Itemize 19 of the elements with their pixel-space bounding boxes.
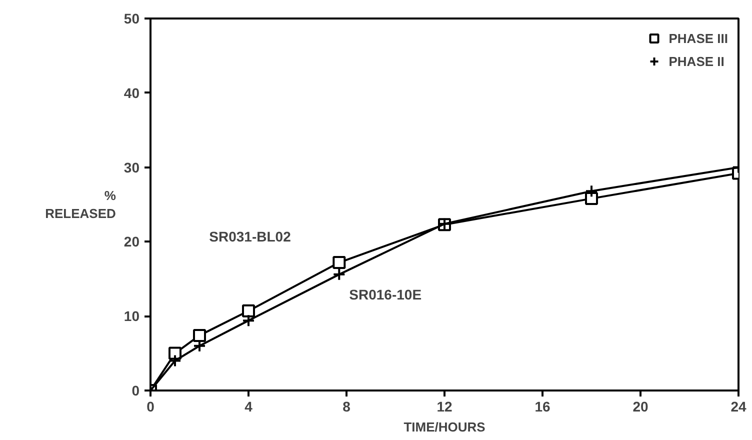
y-tick-label: 20 bbox=[124, 234, 140, 250]
legend-label: PHASE III bbox=[668, 30, 728, 46]
annotation: SR016-10E bbox=[349, 286, 422, 302]
annotation: SR031-BL02 bbox=[209, 228, 292, 245]
x-tick-label: 4 bbox=[244, 398, 253, 414]
x-tick-label: 12 bbox=[436, 398, 452, 414]
y-tick-label: 30 bbox=[124, 159, 140, 176]
y-tick-label: 40 bbox=[124, 84, 140, 101]
legend-label: PHASE II bbox=[668, 54, 724, 68]
y-tick-label: 50 bbox=[124, 10, 140, 26]
x-tick-label: 24 bbox=[730, 398, 746, 414]
x-tick-label: 20 bbox=[632, 398, 648, 414]
x-tick-label: 0 bbox=[146, 398, 155, 414]
x-axis-title: TIME/HOURS bbox=[404, 420, 486, 434]
y-axis-title: % RELEASED bbox=[45, 188, 116, 221]
y-tick-label: 10 bbox=[124, 308, 140, 324]
x-tick-label: 8 bbox=[342, 398, 351, 414]
y-tick-label: 0 bbox=[132, 382, 140, 398]
x-tick-label: 16 bbox=[534, 398, 550, 414]
